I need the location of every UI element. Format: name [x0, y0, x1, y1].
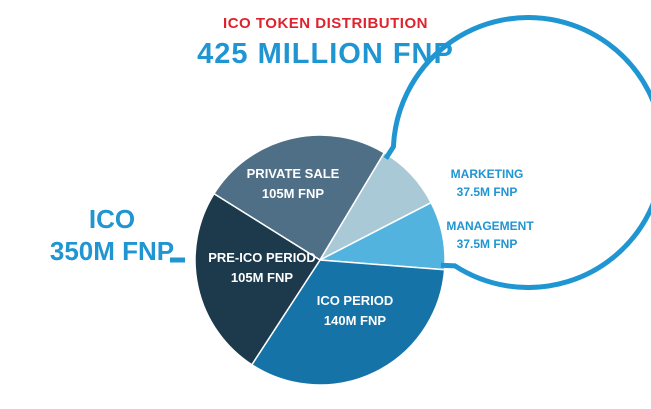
group-value: 350M FNP [50, 236, 174, 266]
slice-value-management: 37.5M FNP [457, 237, 518, 251]
slice-value-preico: 105M FNP [231, 270, 293, 285]
slice-label-preico: PRE-ICO PERIOD [208, 250, 316, 265]
pie-slice-private [212, 134, 386, 262]
slice-label-management: MANAGEMENT [446, 219, 534, 233]
ico-group-bracket [383, 15, 651, 291]
pie-slices [194, 134, 446, 386]
pie-slice-preico [194, 192, 322, 366]
slice-label-ico: ICO PERIOD [317, 293, 394, 308]
chart-title: 425 MILLION FNP [197, 38, 454, 70]
slice-value-marketing: 37.5M FNP [457, 185, 518, 199]
slice-value-private: 105M FNP [262, 186, 324, 201]
slice-label-private: PRIVATE SALE [247, 166, 340, 181]
slice-value-ico: 140M FNP [324, 313, 386, 328]
slice-label-marketing: MARKETING [451, 167, 524, 181]
group-label: ICO [89, 204, 135, 234]
chart-subtitle: ICO TOKEN DISTRIBUTION [223, 15, 428, 32]
